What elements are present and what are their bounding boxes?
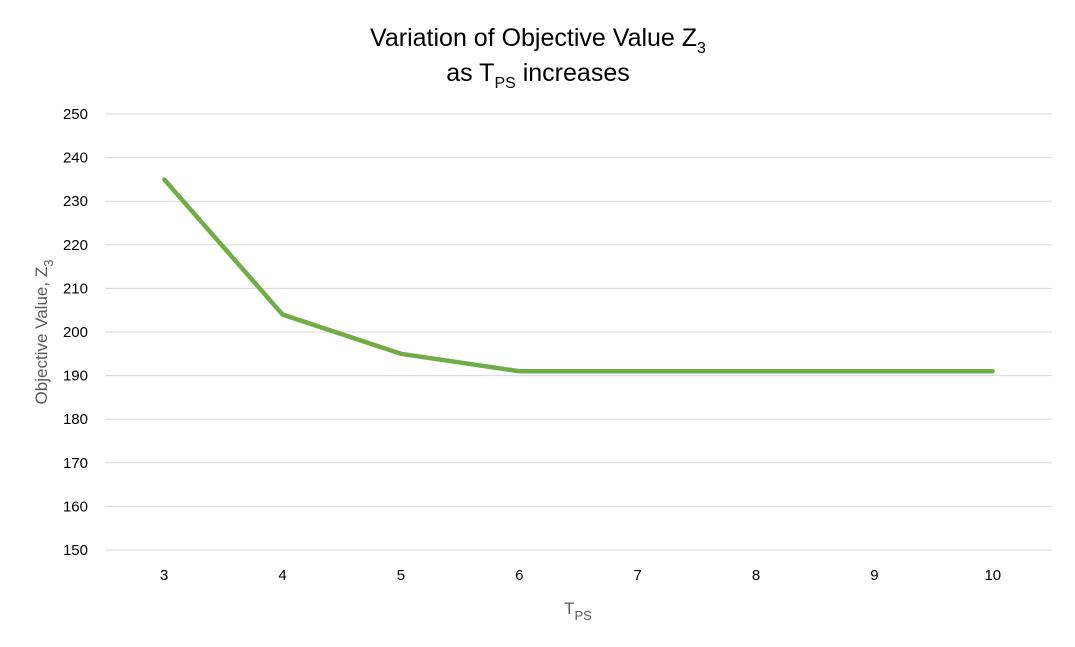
y-tick-label-210: 210	[63, 280, 88, 297]
y-tick-label-170: 170	[63, 455, 88, 472]
y-tick-label-250: 250	[63, 106, 88, 123]
series-layer	[162, 177, 995, 374]
y-tick-label-190: 190	[63, 368, 88, 385]
data-point-4	[280, 312, 285, 317]
x-tick-label-9: 9	[870, 567, 878, 584]
y-tick-label-220: 220	[63, 237, 88, 254]
y-tick-label-180: 180	[63, 411, 88, 428]
data-point-7	[635, 369, 640, 374]
data-point-8	[754, 369, 759, 374]
data-point-10	[990, 369, 995, 374]
series-line-0	[162, 177, 993, 374]
data-point-3	[162, 177, 167, 182]
chart-title-line-2: as TPS increases	[446, 59, 629, 92]
y-tick-label-240: 240	[63, 150, 88, 167]
y-tick-label-200: 200	[63, 324, 88, 341]
y-tick-labels: 150 160 170 180 190 200 210 220 230 240 250	[63, 106, 88, 559]
x-tick-label-3: 3	[160, 567, 168, 584]
x-axis-title: TPS	[564, 599, 592, 623]
x-tick-labels: 3 4 5 6 7 8 9 10	[160, 567, 1001, 584]
x-tick-label-5: 5	[397, 567, 405, 584]
y-tick-label-150: 150	[63, 542, 88, 559]
chart-title-line-1: Variation of Objective Value Z3	[370, 24, 706, 57]
x-tick-label-4: 4	[278, 567, 286, 584]
data-point-5	[398, 351, 403, 356]
x-tick-label-7: 7	[634, 567, 642, 584]
gridlines	[105, 113, 1052, 551]
x-tick-label-8: 8	[752, 567, 760, 584]
data-point-6	[517, 369, 522, 374]
data-point-9	[872, 369, 877, 374]
y-tick-label-160: 160	[63, 498, 88, 515]
y-axis-title: Objective Value, Z3	[32, 260, 56, 405]
y-tick-label-230: 230	[63, 193, 88, 210]
x-tick-label-10: 10	[984, 567, 1001, 584]
x-tick-label-6: 6	[515, 567, 523, 584]
